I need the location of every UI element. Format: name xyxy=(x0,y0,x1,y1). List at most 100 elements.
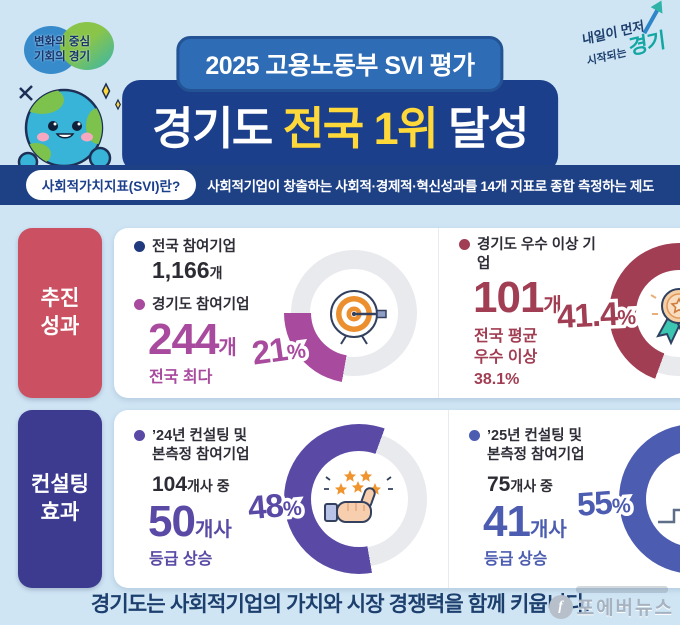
future-logo-line2: 시작되는 xyxy=(586,47,628,69)
donut-percent-label: 21% 21% xyxy=(246,327,311,375)
bullet-indigo-icon xyxy=(134,430,145,442)
stat-label: ’24년 컨설팅 및 본측정 참여기업 xyxy=(152,427,249,465)
stat-value: 41 xyxy=(483,496,531,546)
stat-unit: 개 xyxy=(209,265,223,282)
news-watermark: f 포에버뉴스 xyxy=(548,593,674,620)
stat-national-value: 1,166개 xyxy=(152,258,284,283)
total-suffix: 개사 중 xyxy=(510,477,553,494)
title-plate: 경기도 전국 1위 달성 xyxy=(122,80,558,173)
bullet-darkred-icon xyxy=(459,238,470,250)
stat-value: 101 xyxy=(473,273,544,323)
svi-definition-label: 사회적가치지표(SVI)란? xyxy=(25,170,197,200)
stat-note: 등급 상승 xyxy=(484,551,548,569)
donut-2025: 55% 55% xyxy=(572,424,680,574)
title-prefix: 경기도 xyxy=(152,103,283,154)
logo-green-circle-icon xyxy=(60,22,114,70)
stat-label-line2: 본측정 참여기업 xyxy=(152,447,250,464)
tab-line2: 성과 xyxy=(40,315,80,338)
logo-slogan: 변화의 중심 기회의 경기 xyxy=(34,35,90,65)
stat-label: 전국 참여기업 xyxy=(152,238,237,255)
tab-line1: 추진 xyxy=(40,286,80,310)
performance-card: 전국 참여기업 1,166개 경기도 참여기업 244개 전국 최다 xyxy=(114,228,680,398)
stat-unit: 개사 xyxy=(194,518,232,541)
stat-value: 244 xyxy=(148,314,219,364)
panel-participation-text: 전국 참여기업 1,166개 경기도 참여기업 244개 전국 최다 xyxy=(134,238,284,389)
news-watermark-text: 포에버뉴스 xyxy=(576,598,674,619)
section-performance: 추진 성과 전국 참여기업 1,166개 경기도 참여기업 244개 xyxy=(18,228,680,398)
stat-excellent-companies: 경기도 우수 이상 기업 xyxy=(459,236,609,274)
stat-label-line1: ’25년 컨설팅 및 xyxy=(487,428,582,445)
stat-national-participants: 전국 참여기업 xyxy=(134,238,284,257)
note-line2: 우수 이상 xyxy=(474,349,538,367)
donut-2024: 48% 48% xyxy=(243,424,434,574)
note-line3: 38.1% xyxy=(474,370,520,388)
stat-unit: 개 xyxy=(218,336,237,359)
logo-slogan-line2: 기회의 경기 xyxy=(34,50,91,63)
panel-consulting-2025: ’25년 컨설팅 및 본측정 참여기업 75개사 중 41개사 등급 상승 xyxy=(448,410,680,588)
stat-total: 75개사 중 xyxy=(487,473,619,497)
stat-2025-participants: ’25년 컨설팅 및 본측정 참여기업 xyxy=(469,427,619,465)
section-tab-performance: 추진 성과 xyxy=(18,228,102,398)
panel-2024-text: ’24년 컨설팅 및 본측정 참여기업 104개사 중 50개사 등급 상승 xyxy=(134,427,284,570)
header: 변화의 중심 기회의 경기 내일이 먼저 시작되는 경기 2025 고용노동부 … xyxy=(0,0,680,173)
gyeonggi-logo: 변화의 중심 기회의 경기 xyxy=(24,22,136,92)
donut-percent-label: 48% 48% xyxy=(243,483,306,530)
medal-icon xyxy=(609,243,680,383)
bullet-blue-icon xyxy=(469,430,480,442)
panel-excellent-rating: 경기도 우수 이상 기업 101개 전국 평균 우수 이상 38.1% xyxy=(438,228,680,398)
stat-note: 등급 상승 xyxy=(149,551,213,569)
logo-slogan-line1: 변화의 중심 xyxy=(34,36,91,48)
stat-note: 전국 최다 xyxy=(149,368,213,386)
panel-consulting-2024: ’24년 컨설팅 및 본측정 참여기업 104개사 중 50개사 등급 상승 xyxy=(114,410,448,588)
title-highlight: 전국 1위 xyxy=(282,103,439,154)
watermark-tagline xyxy=(576,586,668,593)
page-title: 경기도 전국 1위 달성 xyxy=(152,103,529,154)
consulting-card: ’24년 컨설팅 및 본측정 참여기업 104개사 중 50개사 등급 상승 xyxy=(114,410,680,588)
donut-percent-label: 55% 55% xyxy=(572,480,635,526)
stat-gyeonggi-value: 244개 xyxy=(148,314,284,364)
svi-definition-text: 사회적기업이 창출하는 사회적·경제적·혁신성과를 14개 지표로 종합 측정하… xyxy=(207,179,655,194)
donut-excellent: 41.4% 41.4% xyxy=(553,243,680,383)
stat-unit: 개 xyxy=(543,295,562,318)
gyeonggi-future-logo: 내일이 먼저 시작되는 경기 xyxy=(581,0,668,69)
panel-participation: 전국 참여기업 1,166개 경기도 참여기업 244개 전국 최다 xyxy=(114,228,438,398)
stat-2024-participants: ’24년 컨설팅 및 본측정 참여기업 xyxy=(134,427,284,465)
kicker-banner: 2025 고용노동부 SVI 평가 xyxy=(176,36,504,92)
stat-total: 104개사 중 xyxy=(152,473,284,497)
footer-slogan: 경기도는 사회적기업의 가치와 시장 경쟁력을 함께 키웁니다. xyxy=(90,593,590,616)
dartboard-icon xyxy=(284,243,424,383)
tab-line2: 효과 xyxy=(40,501,80,524)
stat-label-line2: 본측정 참여기업 xyxy=(487,447,585,464)
stairs-flag-icon xyxy=(619,424,680,574)
stat-label-line1: ’24년 컨설팅 및 xyxy=(152,428,247,445)
title-suffix: 달성 xyxy=(437,103,529,154)
section-tab-consulting: 컨설팅 효과 xyxy=(18,410,102,588)
stat-label: 경기도 우수 이상 기업 xyxy=(477,236,596,272)
donut-hole xyxy=(311,451,407,547)
svi-definition-bar: 사회적가치지표(SVI)란? 사회적기업이 창출하는 사회적·경제적·혁신성과를… xyxy=(0,165,680,205)
globe-mascot-icon xyxy=(17,82,121,168)
stat-upgraded-value: 41개사 xyxy=(483,496,619,546)
thumbs-up-stars-icon xyxy=(284,424,434,574)
donut-participation: 21% 21% xyxy=(246,243,424,383)
total-value: 75 xyxy=(487,472,511,496)
total-value: 104 xyxy=(152,472,188,496)
stat-unit: 개사 xyxy=(529,518,567,541)
news-logo-icon: f xyxy=(548,594,573,619)
bullet-navy-icon xyxy=(134,240,145,252)
section-consulting: 컨설팅 효과 ’24년 컨설팅 및 본측정 참여기업 104개사 중 50개사 xyxy=(18,410,680,588)
panel-2025-text: ’25년 컨설팅 및 본측정 참여기업 75개사 중 41개사 등급 상승 xyxy=(469,427,619,570)
up-arrow-icon xyxy=(642,0,663,35)
stat-value: 1,166 xyxy=(152,257,210,284)
bullet-purple-icon xyxy=(134,298,145,310)
stat-upgraded-value: 50개사 xyxy=(148,496,284,546)
stat-benchmark-note: 전국 평균 우수 이상 38.1% xyxy=(474,326,609,391)
panel-excellent-text: 경기도 우수 이상 기업 101개 전국 평균 우수 이상 38.1% xyxy=(459,236,609,391)
donut-percent-label: 41.4% 41.4% xyxy=(553,292,641,339)
stat-value: 50 xyxy=(148,496,196,546)
tab-line1: 컨설팅 xyxy=(31,472,89,496)
stat-label: 경기도 참여기업 xyxy=(152,296,250,313)
total-suffix: 개사 중 xyxy=(187,477,230,494)
stat-gyeonggi-participants: 경기도 참여기업 xyxy=(134,296,284,315)
